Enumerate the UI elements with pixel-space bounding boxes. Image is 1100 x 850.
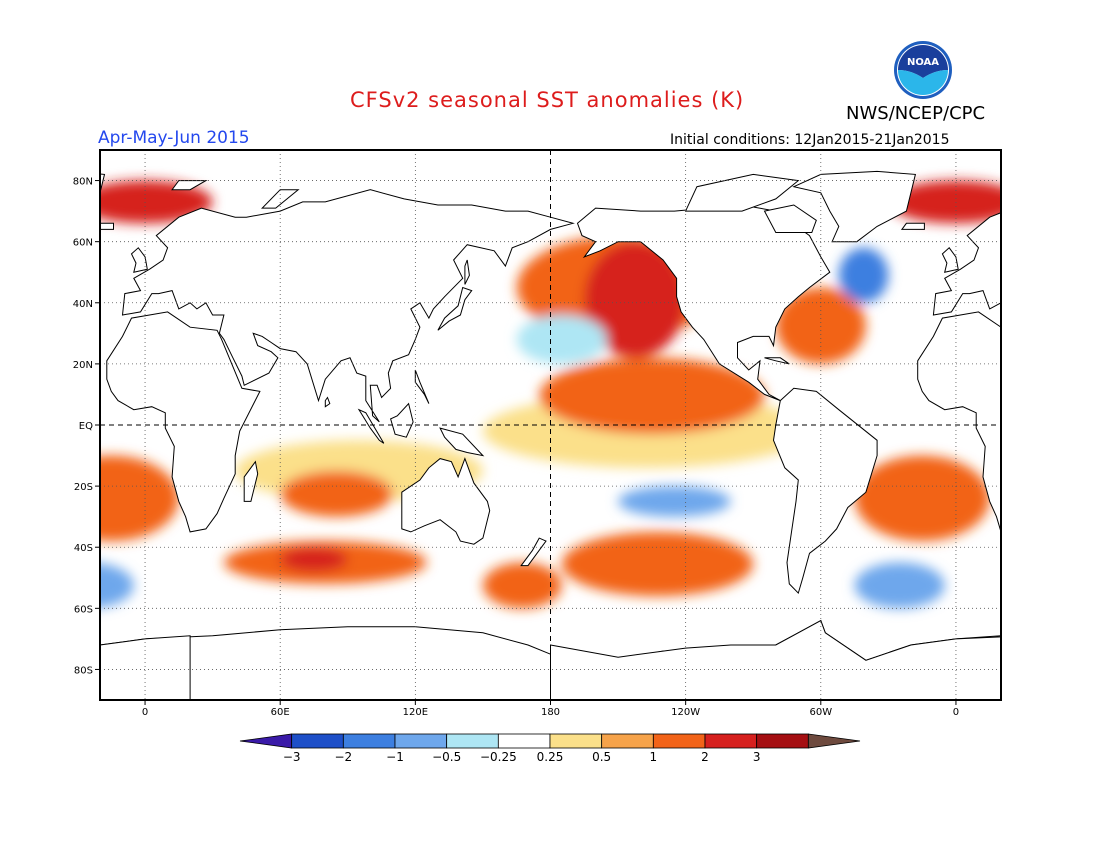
land-sumatra — [357, 408, 385, 444]
colorbar-swatch — [497, 733, 551, 749]
colorbar-swatch — [446, 733, 499, 749]
lon-label: 120W — [671, 707, 700, 718]
lat-label: EQ — [79, 421, 93, 432]
anomaly-south-pacific-cool — [618, 486, 731, 517]
colorbar-swatch — [601, 733, 654, 749]
land-africa — [917, 311, 1001, 533]
land-arctic-islands — [684, 173, 800, 212]
anomaly-north-atlantic-cool — [28, 248, 78, 303]
colorbar-label: 2 — [701, 750, 709, 764]
anomaly-southern-atlantic-cool — [854, 562, 945, 609]
land-antarctica — [100, 635, 191, 700]
anomaly-north-atlantic-warm — [0, 288, 55, 364]
colorbar-label: −0.5 — [432, 750, 461, 764]
anomaly-tasman-warm — [482, 562, 562, 609]
noaa-logo-text: NOAA — [907, 57, 939, 68]
anomaly-nino-tongue-warm — [539, 357, 765, 435]
land-japan — [437, 286, 473, 331]
lat-label: 60N — [73, 238, 93, 249]
land-cuba — [764, 357, 790, 365]
land-greenland — [100, 173, 106, 195]
land-eurasia — [932, 212, 1001, 316]
latitude-labels: 80N 60N 40N 20N EQ 20S 40S 60S 80S — [73, 177, 100, 676]
land-svalbard — [171, 180, 208, 191]
land-iceland — [900, 222, 925, 230]
colorbar-label: −3 — [283, 750, 301, 764]
colorbar-swatch — [342, 733, 396, 749]
lon-label: 0 — [953, 707, 959, 718]
lon-label: 180 — [541, 707, 560, 718]
land-baffin — [763, 204, 817, 233]
colorbar-label: 0.5 — [592, 750, 611, 764]
colorbar-label: 0.25 — [537, 750, 564, 764]
land-borneo — [389, 402, 414, 438]
anomaly-southern-ocean-strong — [280, 547, 348, 572]
colorbar-label: −2 — [334, 750, 352, 764]
colorbar-arrow-low — [239, 733, 293, 749]
colorbar-swatch — [291, 733, 344, 749]
colorbar-arrow-high — [807, 733, 861, 749]
land-sri-lanka — [324, 396, 331, 408]
anomaly-north-atlantic-warm — [775, 287, 866, 364]
colorbar-swatch — [756, 733, 809, 749]
anomaly-north-atlantic-cool — [838, 247, 889, 303]
land-greenland — [792, 170, 917, 243]
anomaly-southern-atlantic-cool — [100, 563, 134, 608]
land-philippines — [414, 369, 430, 404]
anomaly-south-atlantic-warm — [854, 455, 990, 542]
lat-label: 80S — [74, 665, 93, 676]
anomaly-south-indian-warm — [280, 470, 393, 517]
lon-label: 60E — [271, 707, 290, 718]
colorbar: −3 −2 −1 −0.5 −0.25 0.25 0.5 1 2 3 — [239, 733, 861, 764]
colorbar-label: −1 — [386, 750, 404, 764]
colorbar-label: 1 — [650, 750, 658, 764]
lat-label: 40N — [73, 299, 93, 310]
lat-label: 20S — [74, 482, 93, 493]
graticule — [100, 150, 1001, 700]
lon-label: 60W — [809, 707, 832, 718]
land-north-america — [0, 205, 19, 401]
land-masses — [0, 170, 1001, 700]
colorbar-label: 3 — [753, 750, 761, 764]
anomaly-arctic-atlantic-warm — [100, 180, 213, 224]
agency-label: NWS/NCEP/CPC — [846, 103, 986, 124]
lon-label: 0 — [142, 707, 148, 718]
anomaly-central-north-pacific-cool — [516, 315, 607, 364]
lon-label: 120E — [403, 707, 428, 718]
land-baffin — [0, 205, 5, 233]
lat-label: 80N — [73, 177, 93, 188]
initial-conditions: Initial conditions: 12Jan2015-21Jan2015 — [670, 132, 950, 148]
land-new-guinea — [439, 427, 485, 457]
land-australia — [401, 457, 491, 545]
colorbar-swatch — [549, 733, 603, 749]
anomaly-south-atlantic-warm — [100, 455, 179, 542]
land-uk — [941, 247, 959, 273]
land-eurasia — [121, 189, 575, 423]
forecast-period: Apr-May-Jun 2015 — [98, 128, 250, 148]
land-south-america — [0, 388, 66, 593]
longitude-labels: 0 60E 120E 180 120W 60W 0 — [142, 700, 959, 718]
anomaly-northeast-pacific-strong — [584, 241, 686, 358]
lat-label: 60S — [74, 604, 93, 615]
land-madagascar — [243, 460, 259, 502]
colorbar-swatch — [394, 733, 448, 749]
anomaly-fields — [0, 180, 1001, 609]
colorbar-swatch — [704, 733, 758, 749]
lat-label: 40S — [74, 543, 93, 554]
land-sakhalin — [464, 259, 470, 285]
colorbar-label: −0.25 — [480, 750, 517, 764]
land-north-america — [576, 204, 831, 402]
anomaly-arctic-atlantic-warm — [888, 180, 1001, 224]
map-title: CFSv2 seasonal SST anomalies (K) — [350, 88, 745, 112]
noaa-logo: NOAA — [894, 41, 952, 99]
land-new-zealand — [520, 537, 547, 567]
land-antarctica — [550, 619, 1001, 700]
colorbar-swatch — [652, 733, 706, 749]
land-uk — [130, 247, 148, 273]
lat-label: 20N — [73, 360, 93, 371]
anomaly-south-pacific-warm — [561, 531, 754, 597]
land-iceland — [100, 222, 114, 230]
